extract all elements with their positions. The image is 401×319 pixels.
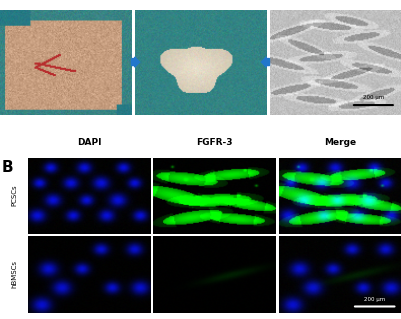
Text: 200 μm: 200 μm bbox=[364, 297, 385, 302]
Text: DAPI: DAPI bbox=[77, 138, 101, 147]
Text: Merge: Merge bbox=[324, 138, 356, 147]
Text: hBMSCs: hBMSCs bbox=[11, 260, 17, 288]
Text: PCSCs: PCSCs bbox=[11, 185, 17, 206]
Text: FGFR-3: FGFR-3 bbox=[196, 138, 233, 147]
Text: B: B bbox=[1, 160, 13, 175]
Text: 200 μm: 200 μm bbox=[363, 95, 384, 100]
